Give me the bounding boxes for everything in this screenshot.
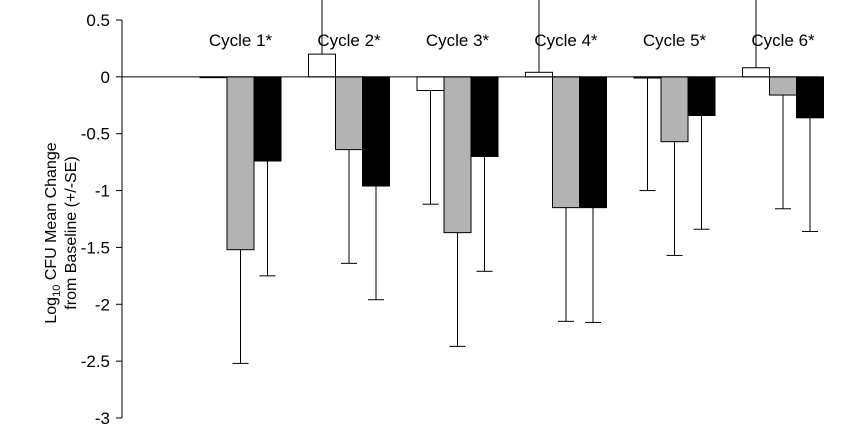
axes xyxy=(121,20,819,418)
bar-cycle2-series3 xyxy=(362,76,390,187)
bars xyxy=(199,53,824,251)
y-tick-label-4: -1.5 xyxy=(81,238,110,257)
y-axis-ticks: 0.5 0 -0.5 -1 -1.5 -2 -2.5 -3 xyxy=(81,11,122,424)
bar-cycle3-series3 xyxy=(470,76,499,157)
y-tick-label-1: 0 xyxy=(101,68,110,87)
bar-cycle6-series2 xyxy=(769,76,797,96)
bar-cycle4-series3 xyxy=(579,76,607,209)
bar-cycle4-series1 xyxy=(525,71,553,78)
bar-cycle5-series2 xyxy=(660,76,689,143)
category-labels: Cycle 1* Cycle 2* Cycle 3* Cycle 4* Cycle 5*… xyxy=(209,31,815,50)
y-axis-title-rest: CFU Mean Change xyxy=(43,142,60,284)
bar-cycle4-series2 xyxy=(552,76,580,209)
category-label-6: Cycle 6* xyxy=(751,31,815,50)
category-label-4: Cycle 4* xyxy=(534,31,598,50)
error-bars xyxy=(232,0,818,364)
y-tick-label-5: -2 xyxy=(95,295,110,314)
y-tick-label-2: -0.5 xyxy=(81,125,110,144)
category-label-5: Cycle 5* xyxy=(643,31,707,50)
bar-cycle2-series1 xyxy=(308,53,336,78)
y-tick-label-7: -3 xyxy=(95,409,110,424)
bar-cycle1-series3 xyxy=(253,76,282,162)
y-axis-title-line2: from Baseline (+/-SE) xyxy=(63,156,80,309)
y-axis-title-subscript: 10 xyxy=(51,285,63,297)
bar-cycle1-series2 xyxy=(226,76,255,251)
category-label-1: Cycle 1* xyxy=(209,31,273,50)
y-tick-label-0: 0.5 xyxy=(86,11,110,30)
y-tick-label-6: -2.5 xyxy=(81,352,110,371)
y-tick-label-3: -1 xyxy=(95,182,110,201)
bar-cycle5-series3 xyxy=(687,76,716,117)
y-axis-title: Log10 CFU Mean Change from Baseline (+/-… xyxy=(43,142,80,323)
y-axis-title-line1: Log10 CFU Mean Change xyxy=(43,142,63,323)
category-label-2: Cycle 2* xyxy=(317,31,381,50)
y-axis-title-log: Log xyxy=(43,297,60,324)
bar-cycle6-series1 xyxy=(742,67,770,78)
bar-cycle2-series2 xyxy=(335,76,363,151)
bar-cycle3-series1 xyxy=(416,76,445,92)
bar-cycle6-series3 xyxy=(796,76,824,119)
category-label-3: Cycle 3* xyxy=(426,31,490,50)
bar-cycle3-series2 xyxy=(443,76,472,234)
